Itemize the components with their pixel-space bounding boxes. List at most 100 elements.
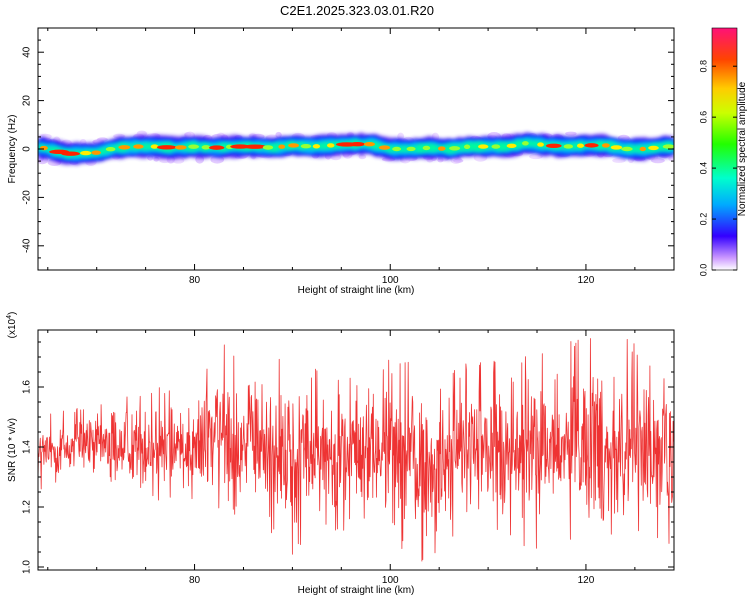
spectrogram-peak bbox=[621, 146, 633, 152]
snr-multiplier-close: ) bbox=[7, 312, 18, 315]
spectrogram-peak bbox=[491, 144, 501, 149]
snr-y-axis-label: SNR (10 * v/v) bbox=[7, 418, 18, 482]
spectrogram-peak bbox=[463, 144, 471, 149]
spectrogram-peak bbox=[278, 144, 286, 149]
spectrogram-peak bbox=[576, 143, 584, 148]
colorbar: 0.0 0.2 0.4 0.6 0.8 Normalized spectral ampl… bbox=[698, 27, 748, 276]
colorbar-tick-label: 0.6 bbox=[698, 111, 708, 124]
spectrogram-x-axis-label: Height of straight line (km) bbox=[298, 285, 415, 296]
spectrogram-peak bbox=[288, 143, 300, 148]
spectrogram-peak bbox=[392, 146, 402, 152]
spectrogram-band-layer-3 bbox=[38, 139, 674, 159]
spectrogram-peak bbox=[326, 143, 335, 148]
spectrogram-x-ticks: 80 100 120 bbox=[47, 28, 636, 286]
spectrogram-peak bbox=[437, 146, 446, 151]
spectrogram-haze bbox=[397, 132, 405, 141]
spectrogram-y-ticks: 40 20 0 -20 -40 bbox=[22, 27, 674, 271]
spectrogram-peak bbox=[537, 142, 544, 147]
spectrogram-haze bbox=[453, 158, 464, 163]
colorbar-tick-label: 0.8 bbox=[698, 60, 708, 73]
snr-multiplier-exponent: 4 bbox=[6, 315, 13, 319]
spectrogram-haze bbox=[668, 156, 674, 162]
spectrogram-peak bbox=[378, 145, 391, 150]
snr-y-ticks: 1.0 1.2 1.4 1.6 bbox=[22, 341, 674, 574]
spectrogram-peak bbox=[349, 141, 365, 147]
spectrogram-haze bbox=[183, 132, 192, 137]
spectrogram-y-tick-label: 0 bbox=[22, 146, 33, 152]
snr-y-tick-label: 1.0 bbox=[22, 560, 33, 574]
spectrogram-x-tick-label: 80 bbox=[189, 275, 201, 286]
spectrogram-peak bbox=[105, 146, 116, 152]
figure-title: C2E1.2025.323.03.01.R20 bbox=[280, 3, 434, 18]
spectrogram-haze bbox=[96, 137, 108, 142]
snr-y-tick-label: 1.4 bbox=[22, 440, 33, 454]
spectrogram-peak bbox=[312, 144, 321, 149]
snr-x-tick-label: 100 bbox=[382, 575, 399, 586]
colorbar-tick-label: 0.2 bbox=[698, 213, 708, 226]
spectrogram-peak bbox=[601, 143, 610, 148]
spectrogram-haze bbox=[437, 157, 444, 163]
spectrogram-peak bbox=[422, 145, 431, 151]
spectrogram-y-tick-label: -20 bbox=[22, 190, 33, 205]
spectrogram-peak bbox=[648, 145, 659, 151]
spectrogram-haze bbox=[565, 131, 577, 136]
snr-x-tick-label: 80 bbox=[189, 575, 201, 586]
spectrogram-y-tick-label: 20 bbox=[22, 95, 33, 107]
snr-multiplier: (x104) bbox=[6, 312, 18, 339]
spectrogram-peak bbox=[300, 144, 312, 149]
spectrogram-peak bbox=[118, 145, 131, 150]
spectrogram-peak bbox=[563, 144, 574, 149]
spectrogram-peak bbox=[39, 145, 48, 151]
spectrogram-peak bbox=[662, 144, 674, 149]
snr-y-tick-label: 1.2 bbox=[22, 500, 33, 514]
spectrogram-peak bbox=[188, 144, 200, 149]
snr-frame bbox=[37, 329, 675, 571]
colorbar-ticks: 0.0 0.2 0.4 0.6 0.8 bbox=[698, 60, 737, 276]
snr-x-tick-label: 120 bbox=[578, 575, 595, 586]
spectrogram-peak bbox=[201, 145, 211, 150]
spectrogram-peak bbox=[363, 141, 375, 147]
spectrogram-peak bbox=[80, 150, 92, 156]
svg-text:(x104): (x104) bbox=[6, 312, 18, 339]
spectrogram-x-tick-label: 120 bbox=[578, 275, 595, 286]
spectrogram-peak bbox=[61, 151, 80, 156]
spectrogram-peak bbox=[478, 144, 489, 149]
snr-multiplier-base: (x10 bbox=[7, 318, 18, 338]
spectrogram-band bbox=[38, 130, 674, 167]
snr-x-axis-label: Height of straight line (km) bbox=[298, 585, 415, 596]
spectrogram-haze bbox=[612, 158, 626, 163]
spectrogram-peak bbox=[156, 145, 177, 150]
spectrogram-y-tick-label: -40 bbox=[22, 238, 33, 253]
spectrogram-peak bbox=[639, 146, 647, 152]
spectrogram-peak bbox=[133, 144, 144, 149]
spectrogram-x-tick-label: 100 bbox=[382, 275, 399, 286]
spectrogram-haze bbox=[358, 154, 367, 160]
spectrogram-peak bbox=[610, 145, 623, 150]
colorbar-gradient bbox=[711, 27, 738, 271]
spectrogram-haze bbox=[650, 158, 665, 164]
spectrogram-peak bbox=[584, 143, 599, 148]
spectrogram-peak bbox=[522, 141, 529, 146]
spectrogram-peak bbox=[243, 144, 267, 149]
spectrogram-y-axis-label: Frequency (Hz) bbox=[7, 115, 18, 184]
snr-y-tick-label: 1.6 bbox=[22, 380, 33, 394]
colorbar-tick-label: 0.0 bbox=[698, 264, 708, 277]
snr-panel: 80 100 120 1.0 1.2 1.4 1.6 Height of straight… bbox=[6, 312, 675, 596]
spectrogram-y-tick-label: 40 bbox=[22, 46, 33, 58]
snr-series-line bbox=[38, 338, 674, 562]
spectrogram-peak bbox=[449, 146, 461, 151]
spectrogram-peak bbox=[91, 150, 101, 155]
spectrogram-peak bbox=[150, 144, 159, 149]
spectrogram-haze bbox=[275, 131, 282, 139]
colorbar-label: Normalized spectral amplitude bbox=[737, 81, 748, 216]
spectrogram-peak bbox=[506, 143, 517, 149]
spectrogram-peak bbox=[174, 145, 187, 150]
spectrogram-panel: 80 100 120 40 20 0 -20 -40 Height of straight … bbox=[7, 27, 675, 296]
spectrogram-peak bbox=[209, 145, 225, 150]
colorbar-tick-label: 0.4 bbox=[698, 162, 708, 175]
spectrogram-peak bbox=[545, 143, 562, 148]
spectrogram-peak bbox=[262, 145, 274, 150]
spectrogram-haze bbox=[529, 153, 543, 160]
snr-x-ticks: 80 100 120 bbox=[47, 330, 636, 586]
